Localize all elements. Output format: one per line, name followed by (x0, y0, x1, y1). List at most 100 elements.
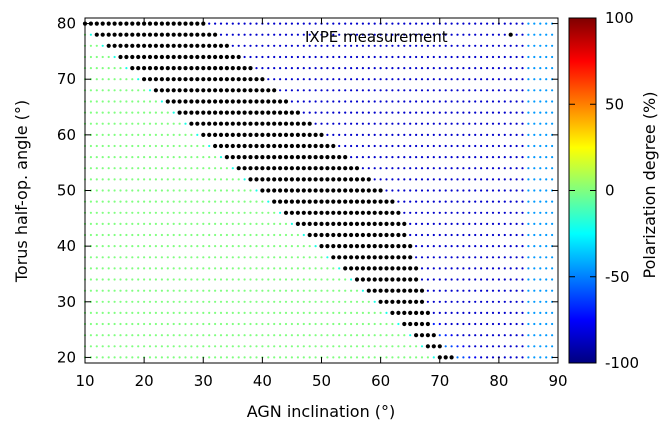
heatmap-cell (361, 111, 364, 114)
heatmap-cell (373, 33, 376, 36)
ixpe-point (396, 255, 401, 260)
heatmap-cell (119, 289, 122, 292)
heatmap-cell (284, 233, 288, 237)
ixpe-point (283, 199, 289, 204)
heatmap-cell (468, 89, 471, 92)
heatmap-cell (480, 322, 483, 326)
heatmap-cell (456, 33, 459, 36)
heatmap-cell (444, 144, 447, 148)
heatmap-cell (148, 111, 152, 114)
ixpe-point (260, 188, 265, 193)
heatmap-cell (267, 222, 270, 225)
ixpe-point (337, 210, 342, 215)
heatmap-cell (444, 133, 447, 136)
heatmap-cell (89, 111, 92, 114)
heatmap-cell (95, 122, 98, 125)
heatmap-cell (190, 322, 193, 326)
heatmap-cell (332, 267, 335, 270)
heatmap-cell (468, 311, 471, 314)
heatmap-cell (178, 211, 181, 214)
heatmap-cell (344, 22, 347, 25)
heatmap-cell (131, 356, 134, 359)
heatmap-cell (462, 55, 465, 59)
heatmap-cell (302, 89, 305, 92)
ixpe-point (337, 155, 342, 160)
ixpe-point (283, 121, 289, 126)
ixpe-point (218, 66, 224, 71)
ixpe-point (396, 244, 401, 249)
heatmap-cell (420, 89, 424, 92)
heatmap-cell (367, 111, 370, 114)
heatmap-cell (196, 322, 199, 326)
heatmap-cell (107, 311, 110, 314)
heatmap-cell (450, 189, 453, 192)
heatmap-cell (509, 289, 512, 292)
heatmap-cell (480, 78, 483, 81)
heatmap-cell (202, 334, 205, 337)
heatmap-cell (196, 334, 199, 337)
heatmap-cell (95, 345, 98, 348)
heatmap-cell (261, 44, 264, 47)
heatmap-cell (154, 178, 157, 181)
heatmap-cell (444, 300, 447, 303)
heatmap-cell (314, 256, 317, 259)
ixpe-point (207, 88, 212, 93)
heatmap-cell (521, 189, 524, 192)
heatmap-cell (438, 311, 441, 314)
heatmap-cell (172, 334, 175, 337)
heatmap-cell (432, 167, 435, 170)
ixpe-point (224, 66, 229, 71)
heatmap-cell (225, 22, 228, 25)
ixpe-point (366, 199, 371, 204)
heatmap-cell (255, 267, 258, 270)
heatmap-cell (521, 289, 524, 292)
heatmap-cell (450, 89, 453, 92)
ixpe-point (278, 99, 283, 104)
heatmap-cell (208, 311, 211, 314)
heatmap-cell (420, 267, 424, 270)
heatmap-cell (131, 256, 134, 259)
ixpe-point (224, 132, 229, 137)
heatmap-cell (208, 356, 211, 359)
heatmap-cell (261, 334, 264, 337)
heatmap-cell (255, 245, 258, 248)
heatmap-cell (551, 256, 554, 259)
heatmap-cell (113, 67, 116, 70)
heatmap-cell (403, 178, 406, 181)
heatmap-cell (119, 89, 122, 92)
ixpe-point (248, 132, 253, 137)
heatmap-cell (350, 89, 353, 92)
heatmap-cell (468, 122, 471, 125)
heatmap-cell (113, 300, 116, 303)
heatmap-cell (320, 334, 323, 337)
heatmap-cell (190, 345, 193, 348)
ixpe-point (248, 99, 253, 104)
heatmap-cell (468, 322, 471, 326)
heatmap-cell (214, 211, 217, 214)
heatmap-cell (509, 256, 512, 259)
heatmap-cell (326, 267, 329, 270)
ixpe-point (419, 310, 425, 315)
heatmap-cell (491, 300, 495, 303)
heatmap-cell (409, 67, 412, 70)
ixpe-point (159, 54, 164, 60)
heatmap-cell (533, 111, 536, 114)
heatmap-cell (385, 22, 388, 25)
heatmap-cell (190, 144, 193, 148)
heatmap-cell (361, 133, 364, 136)
heatmap-cell (137, 133, 140, 136)
heatmap-cell (480, 300, 483, 303)
ixpe-point (366, 188, 371, 193)
heatmap-cell (249, 345, 252, 348)
ixpe-point (343, 232, 348, 238)
ixpe-point (414, 299, 419, 304)
heatmap-cell (391, 111, 394, 114)
heatmap-cell (255, 33, 258, 36)
heatmap-cell (178, 245, 181, 248)
heatmap-cell (320, 278, 323, 281)
heatmap-cell (338, 89, 341, 92)
heatmap-cell (468, 22, 471, 25)
heatmap-cell (373, 89, 376, 92)
heatmap-cell (119, 300, 122, 303)
heatmap-cell (231, 322, 234, 326)
